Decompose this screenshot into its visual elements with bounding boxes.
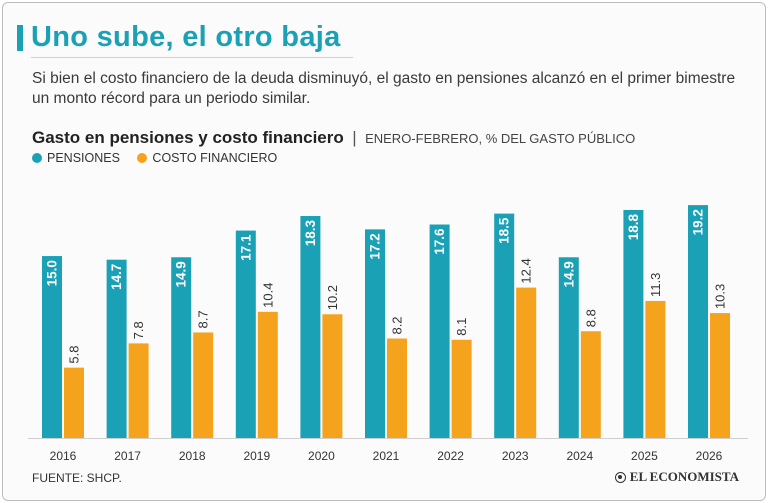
data-label-pensiones: 18.3: [303, 220, 318, 247]
brand-mark-icon: [614, 471, 626, 483]
bar-pensiones: [42, 256, 62, 438]
data-label-costo: 8.1: [454, 318, 469, 336]
bar-pensiones: [300, 216, 321, 438]
legend-label-pensiones: PENSIONES: [47, 151, 120, 165]
chart-title: Gasto en pensiones y costo financiero: [32, 128, 344, 147]
data-label-costo: 10.4: [260, 283, 275, 308]
brand-logo: EL ECONOMISTA: [614, 469, 739, 485]
subtitle: Si bien el costo financiero de la deuda …: [32, 70, 736, 107]
legend-item-pensiones: PENSIONES: [32, 151, 120, 165]
x-tick-label: 2021: [373, 449, 400, 463]
x-tick-label: 2026: [696, 449, 723, 463]
x-tick-label: 2020: [308, 449, 335, 463]
bar-pensiones: [558, 257, 579, 438]
bar-costo: [645, 300, 666, 438]
chart-title-separator: |: [352, 128, 357, 147]
data-label-pensiones: 17.6: [432, 228, 447, 255]
data-label-costo: 8.8: [583, 309, 598, 327]
bar-pensiones: [235, 230, 256, 438]
x-tick-label: 2016: [50, 449, 77, 463]
data-label-costo: 12.4: [519, 258, 534, 283]
legend-swatch-costo: [137, 153, 148, 163]
bar-pensiones: [688, 205, 708, 438]
bar-pensiones: [106, 259, 127, 438]
legend-label-costo: COSTO FINANCIERO: [152, 151, 278, 165]
data-label-pensiones: 14.9: [174, 261, 189, 287]
bar-costo: [64, 367, 84, 438]
legend-item-costo: COSTO FINANCIERO: [137, 151, 277, 165]
bar-costo: [128, 343, 149, 438]
chart-legend: PENSIONES COSTO FINANCIERO: [32, 151, 291, 166]
bar-pensiones: [171, 257, 192, 438]
x-tick-label: 2022: [437, 449, 464, 463]
brand-name: EL ECONOMISTA: [629, 469, 739, 484]
data-label-pensiones: 14.9: [561, 261, 576, 287]
bar-costo: [710, 313, 730, 438]
data-label-costo: 10.2: [325, 285, 340, 310]
data-label-costo: 5.8: [67, 346, 82, 364]
headline-accent-bar: [17, 25, 23, 51]
legend-swatch-pensiones: [32, 153, 42, 163]
source-note: FUENTE: SHCP.: [32, 471, 122, 485]
x-tick-label: 2018: [179, 449, 206, 463]
bar-pensiones: [494, 213, 515, 438]
bar-costo: [516, 287, 537, 438]
bar-pensiones: [365, 229, 385, 438]
data-label-pensiones: 17.2: [368, 233, 383, 259]
data-label-pensiones: 17.1: [238, 234, 253, 261]
data-label-pensiones: 18.8: [626, 213, 641, 240]
x-tick-label: 2023: [502, 449, 529, 463]
data-label-pensiones: 18.5: [497, 217, 512, 244]
data-label-costo: 10.3: [713, 284, 728, 309]
x-tick-label: 2024: [566, 449, 593, 463]
bar-costo: [387, 338, 407, 438]
data-label-pensiones: 14.7: [109, 264, 124, 290]
headline: Uno sube, el otro baja: [31, 21, 341, 53]
bar-chart: 2016 15.0 5.8 2017 14.7 7.8 2018 14.9 8.7 2019 17.…: [28, 205, 748, 463]
data-label-pensiones: 15.0: [45, 260, 60, 286]
data-label-pensiones: 19.2: [691, 209, 706, 235]
data-label-costo: 8.2: [390, 316, 405, 334]
bar-pensiones: [623, 209, 644, 438]
bar-costo: [580, 331, 601, 438]
data-label-costo: 8.7: [196, 310, 211, 328]
bar-costo: [322, 314, 343, 438]
x-tick-label: 2017: [114, 449, 141, 463]
data-label-costo: 7.8: [131, 321, 146, 339]
bar-pensiones: [429, 224, 450, 438]
bar-costo: [451, 339, 472, 438]
chart-subtitle: ENERO-FEBRERO, % DEL GASTO PÚBLICO: [365, 131, 636, 146]
x-tick-label: 2025: [631, 449, 658, 463]
bar-costo: [193, 332, 214, 438]
x-tick-label: 2019: [243, 449, 270, 463]
headline-divider: [31, 57, 353, 58]
bar-costo: [257, 311, 278, 438]
chart-title-row: Gasto en pensiones y costo financiero | …: [32, 128, 635, 148]
data-label-costo: 11.3: [648, 273, 663, 297]
